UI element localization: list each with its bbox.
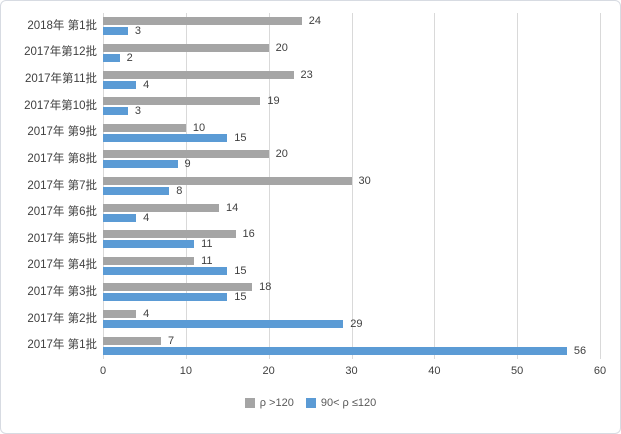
- bar-rho-gt-120: [103, 43, 269, 52]
- x-tick-label: 0: [99, 365, 107, 377]
- value-label: 19: [267, 95, 280, 108]
- legend-swatch-gray: [244, 398, 255, 408]
- bar-rho-90-120: [103, 133, 228, 142]
- bar-rho-90-120: [103, 320, 344, 329]
- gridline: [600, 13, 601, 359]
- value-label: 10: [192, 121, 206, 134]
- bar-rho-90-120: [103, 240, 195, 249]
- category-label: 2017年 第9批: [27, 126, 97, 139]
- bar-rho-90-120: [103, 107, 128, 116]
- gridline: [185, 13, 187, 359]
- category-label: 2017年 第8批: [27, 152, 97, 165]
- category-label: 2017年 第1批: [27, 339, 97, 352]
- bar-rho-gt-120: [103, 230, 236, 239]
- gridline: [434, 13, 436, 359]
- bar-rho-90-120: [103, 160, 178, 169]
- bar-rho-gt-120: [103, 283, 253, 292]
- bar-rho-90-120: [103, 213, 137, 222]
- bar-rho-gt-120: [103, 150, 269, 159]
- value-label: 24: [308, 15, 322, 28]
- value-label: 11: [201, 238, 213, 251]
- gridline: [517, 13, 519, 359]
- value-label: 4: [143, 211, 150, 224]
- x-tick-label: 40: [428, 365, 441, 377]
- legend-label: ρ >120: [259, 397, 294, 409]
- category-label: 2017年第11批: [24, 73, 97, 86]
- x-axis: 0 10 20 30 40 50 60: [99, 364, 606, 378]
- value-label: 2: [126, 51, 133, 64]
- x-tick-label: 60: [593, 365, 607, 377]
- value-label: 20: [275, 41, 288, 54]
- bar-rho-gt-120: [103, 123, 186, 132]
- x-tick-label: 50: [511, 365, 524, 377]
- value-label: 14: [225, 201, 239, 214]
- value-label: 11: [201, 254, 213, 267]
- bar-rho-gt-120: [103, 256, 195, 265]
- gridline: [268, 13, 270, 359]
- legend: ρ >120 90< ρ ≤120: [1, 397, 620, 409]
- bar-rho-gt-120: [103, 310, 137, 319]
- category-label: 2017年 第4批: [27, 259, 97, 272]
- x-tick-label: 20: [262, 365, 275, 377]
- value-label: 23: [300, 68, 313, 81]
- bar-rho-gt-120: [103, 70, 294, 79]
- plot-area: 24 3 20 2 23 4 19 3 10 15 20 9 30 8 14 4 16 11 11 15 18 15 4 29…: [103, 13, 601, 359]
- category-label: 2017年 第6批: [27, 206, 97, 219]
- value-label: 7: [167, 334, 175, 347]
- gridline: [103, 13, 104, 359]
- bar-rho-gt-120: [103, 17, 302, 26]
- legend-label: 90< ρ ≤120: [320, 397, 377, 409]
- x-tick-label: 10: [179, 365, 192, 377]
- category-label: 2017年 第7批: [27, 179, 97, 192]
- value-label: 15: [234, 264, 247, 277]
- value-label: 20: [275, 148, 288, 161]
- bar-rho-gt-120: [103, 177, 352, 185]
- bar-rho-90-120: [103, 53, 120, 62]
- value-label: 9: [184, 158, 191, 171]
- bar-rho-gt-120: [103, 336, 161, 345]
- value-label: 15: [234, 291, 247, 304]
- x-tick-label: 30: [345, 365, 358, 377]
- value-label: 16: [242, 228, 255, 241]
- gridline: [351, 13, 353, 359]
- value-label: 30: [358, 175, 371, 187]
- bar-rho-90-120: [103, 80, 137, 89]
- category-label: 2018年 第1批: [27, 19, 97, 32]
- legend-item-rho-gt-120: ρ >120: [244, 397, 294, 409]
- value-label: 3: [134, 105, 141, 118]
- bar-rho-90-120: [103, 266, 228, 275]
- value-label: 15: [234, 131, 247, 144]
- category-label: 2017年 第5批: [27, 232, 97, 245]
- value-label: 4: [143, 78, 150, 91]
- category-label: 2017年 第2批: [27, 312, 97, 325]
- category-label: 2017年第12批: [24, 46, 97, 59]
- bar-rho-90-120: [103, 346, 567, 355]
- value-label: 56: [573, 344, 587, 357]
- category-axis: 2018年 第1批 2017年第12批 2017年第11批 2017年第10批 2017…: [1, 13, 97, 359]
- legend-item-rho-90-120: 90< ρ ≤120: [305, 397, 377, 409]
- bar-rho-gt-120: [103, 97, 261, 106]
- bar-rho-gt-120: [103, 203, 219, 212]
- value-label: 4: [143, 308, 150, 321]
- bar-rho-90-120: [103, 187, 170, 195]
- value-label: 29: [350, 318, 363, 331]
- bar-rho-90-120: [103, 27, 128, 36]
- value-label: 18: [259, 281, 272, 294]
- bar-rho-90-120: [103, 293, 228, 302]
- value-label: 8: [176, 185, 183, 197]
- value-label: 3: [134, 25, 141, 38]
- legend-swatch-blue: [305, 398, 316, 408]
- category-label: 2017年第10批: [24, 99, 97, 112]
- category-label: 2017年 第3批: [27, 285, 97, 298]
